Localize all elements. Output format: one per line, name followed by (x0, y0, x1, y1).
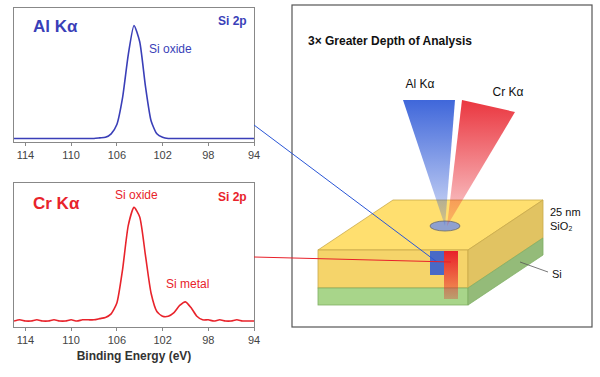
svg-text:Al Kα: Al Kα (33, 17, 78, 36)
svg-text:Al Kα: Al Kα (406, 77, 435, 91)
svg-text:25 nm: 25 nm (550, 206, 581, 218)
svg-text:114: 114 (17, 149, 35, 161)
svg-text:98: 98 (202, 149, 214, 161)
svg-text:Si oxide: Si oxide (115, 188, 158, 202)
svg-text:106: 106 (108, 334, 126, 346)
svg-text:3× Greater Depth of Analysis: 3× Greater Depth of Analysis (308, 34, 472, 48)
svg-text:102: 102 (153, 149, 171, 161)
svg-text:Cr Kα: Cr Kα (33, 194, 80, 213)
svg-text:SiO₂: SiO₂ (550, 220, 573, 232)
svg-text:94: 94 (248, 334, 260, 346)
svg-text:Binding Energy (eV): Binding Energy (eV) (77, 349, 192, 363)
svg-text:Cr Kα: Cr Kα (493, 85, 524, 99)
svg-text:106: 106 (108, 149, 126, 161)
svg-text:102: 102 (153, 334, 171, 346)
svg-text:Si oxide: Si oxide (149, 42, 192, 56)
svg-text:110: 110 (62, 334, 80, 346)
svg-text:Si 2p: Si 2p (218, 14, 247, 28)
svg-text:110: 110 (62, 149, 80, 161)
svg-text:94: 94 (248, 149, 260, 161)
svg-text:114: 114 (17, 334, 35, 346)
svg-text:Si metal: Si metal (166, 277, 209, 291)
svg-text:Si: Si (552, 268, 562, 280)
svg-text:Si 2p: Si 2p (218, 190, 247, 204)
svg-text:98: 98 (202, 334, 214, 346)
